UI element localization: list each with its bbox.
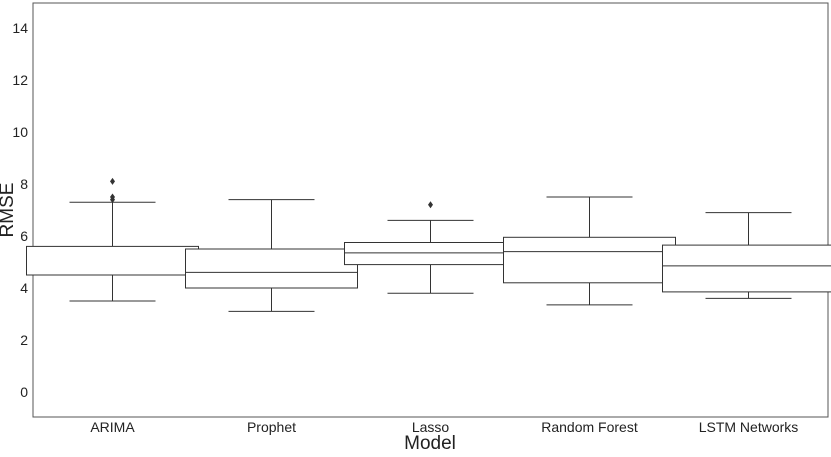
iqr-box [662,244,831,293]
y-tick-label: 0 [20,384,28,400]
x-tick-label: Prophet [247,419,296,435]
outlier-point [110,193,115,201]
iqr-box [26,245,199,276]
x-tick-label: LSTM Networks [699,419,799,435]
y-tick-label: 4 [20,280,28,296]
x-tick-label: Random Forest [541,419,638,435]
y-tick-label: 6 [20,228,28,244]
iqr-box [344,242,517,266]
outlier-point [428,201,433,209]
iqr-box [503,236,676,284]
x-axis-title: Model [404,433,456,454]
box-series [26,177,831,312]
x-axis-ticks: ARIMA Prophet Lasso Random Forest LSTM Netwo… [90,419,798,435]
y-tick-label: 12 [12,72,28,88]
outlier-point [110,177,115,185]
box-arima [26,177,199,302]
iqr-box [185,248,358,289]
y-tick-label: 14 [12,20,28,36]
y-tick-label: 2 [20,332,28,348]
x-tick-label: ARIMA [90,419,135,435]
x-tick-label: Lasso [412,419,450,435]
y-axis-title: RMSE [0,183,18,238]
y-tick-label: 8 [20,176,28,192]
box-lstm-networks [662,212,831,299]
y-tick-label: 10 [12,124,28,140]
y-axis-ticks: 0 2 4 6 8 10 12 14 [12,20,28,400]
box-prophet [185,199,358,312]
plot-frame [32,2,829,418]
